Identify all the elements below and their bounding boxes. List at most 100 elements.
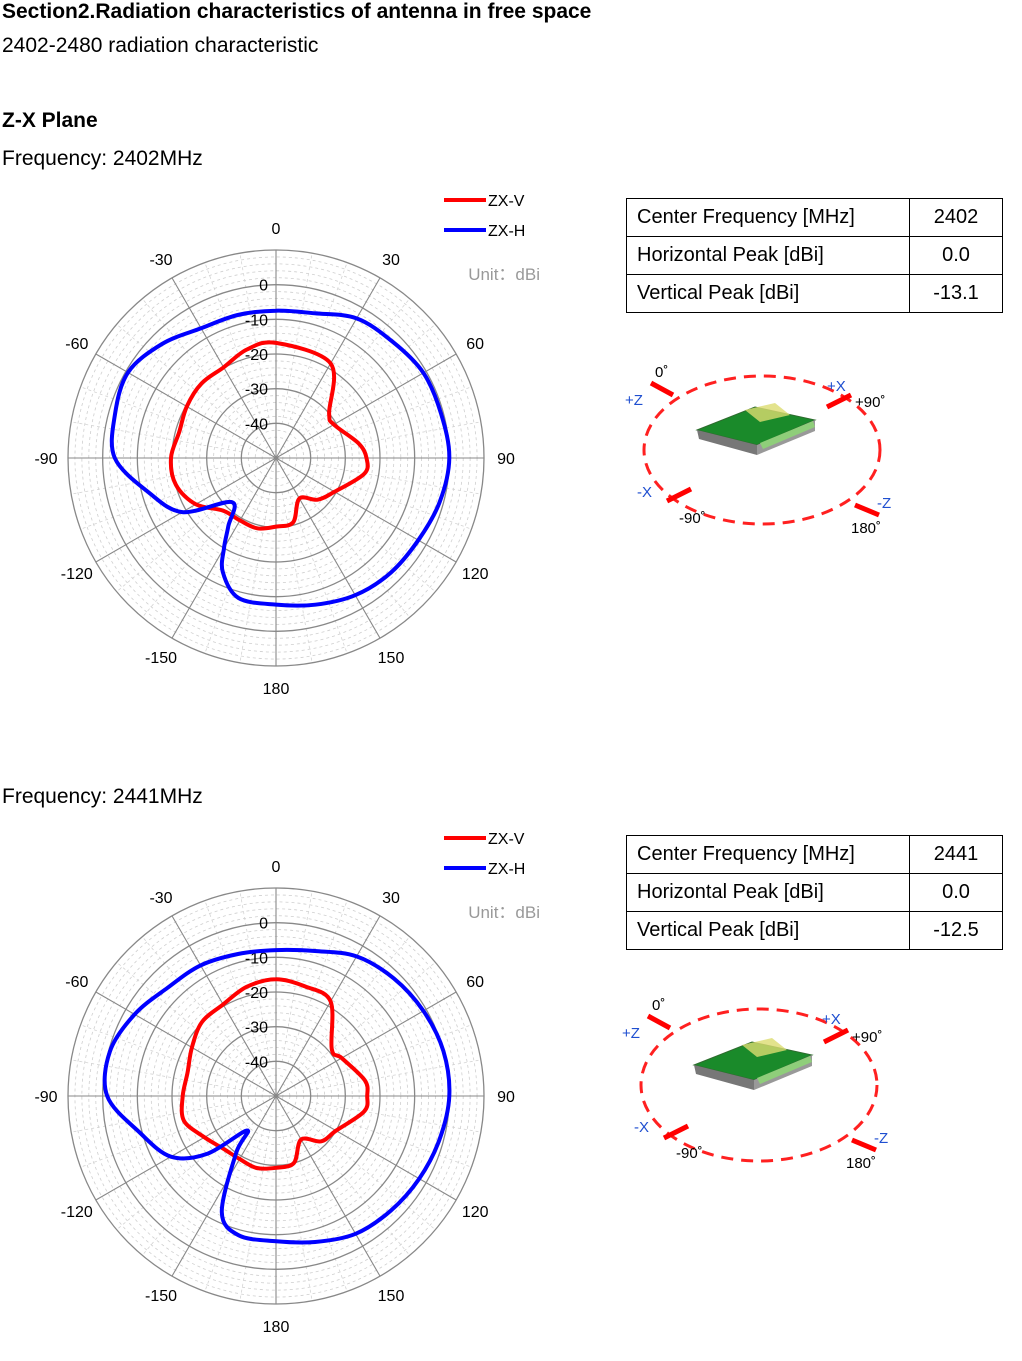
label-0-deg: 0˚ — [655, 364, 668, 381]
label-minus-z: -Z — [877, 495, 891, 512]
grid-spoke — [275, 1095, 381, 1277]
label-minus-x: -X — [637, 484, 652, 501]
minor-spoke — [287, 262, 348, 426]
polar-chart-2402: 0 30 60 90 120 150 180 -150 -120 -90 -60 -30 0 -10 -20… — [34, 193, 540, 698]
info-table-2402: Center Frequency [MHz] 2402 Horizontal P… — [626, 198, 1003, 313]
label-minus-x: -X — [634, 1119, 649, 1136]
minor-spoke — [310, 1101, 481, 1133]
table-cell-label: Horizontal Peak [dBi] — [626, 236, 910, 275]
series-trace-zx-v — [179, 977, 370, 1171]
table-row: Vertical Peak [dBi] -13.1 — [626, 274, 1003, 313]
minor-spoke — [287, 900, 348, 1064]
minor-spoke — [287, 1128, 348, 1292]
minor-spoke — [204, 900, 265, 1064]
angle-tick-label: 120 — [462, 566, 489, 583]
minor-spoke — [116, 323, 250, 437]
orientation-diagram-2402: 0˚ +Z +X +90˚ -X -90˚ -Z 180˚ — [625, 364, 891, 537]
table-row: Vertical Peak [dBi] -12.5 — [626, 911, 1003, 950]
table-cell-label: Center Frequency [MHz] — [626, 198, 910, 237]
minor-spoke — [302, 961, 436, 1075]
table-cell-value: 2402 — [909, 198, 1003, 237]
angle-tick-label: 180 — [263, 1319, 290, 1336]
minor-spoke — [71, 463, 242, 495]
angle-tick-label: -60 — [65, 336, 88, 353]
grid-spoke — [275, 1095, 457, 1201]
angle-tick-label: 150 — [378, 1288, 405, 1305]
label-plus-x: +X — [827, 378, 846, 395]
minor-spoke — [308, 386, 472, 447]
orientation-diagram-2441: 0˚ +Z +X +90˚ -X -90˚ -Z 180˚ — [622, 997, 888, 1172]
series-trace-zx-h — [109, 308, 452, 608]
unit-label: Unit：dBi — [468, 265, 540, 284]
minor-spoke — [239, 891, 271, 1062]
angle-tick-label: -120 — [61, 566, 93, 583]
label-minus-z: -Z — [874, 1130, 888, 1147]
label-90-deg: +90˚ — [852, 1029, 882, 1046]
table-row: Horizontal Peak [dBi] 0.0 — [626, 236, 1003, 275]
minor-spoke — [80, 469, 244, 530]
angle-tick-label: 180 — [263, 681, 290, 698]
minor-spoke — [71, 421, 242, 453]
minor-spoke — [281, 1130, 313, 1301]
label-180-deg: 180˚ — [846, 1155, 876, 1172]
minor-spoke — [80, 1024, 244, 1085]
minor-spoke — [141, 298, 255, 432]
radial-tick-label: -40 — [245, 1054, 268, 1071]
radial-tick-label: -30 — [245, 1020, 268, 1037]
angle-tick-label: -150 — [145, 1288, 177, 1305]
tick-90 — [825, 392, 853, 410]
angle-tick-label: 150 — [378, 650, 405, 667]
legend-label: ZX-V — [488, 193, 525, 210]
radial-tick-label: 0 — [259, 916, 268, 933]
minor-spoke — [80, 1107, 244, 1168]
label-neg90-deg: -90˚ — [676, 1145, 703, 1162]
minor-spoke — [281, 492, 313, 663]
minor-spoke — [302, 1117, 436, 1231]
angle-tick-label: -150 — [145, 650, 177, 667]
angle-tick-label: -90 — [34, 1089, 57, 1106]
label-0-deg: 0˚ — [652, 997, 665, 1014]
minor-spoke — [204, 1128, 265, 1292]
table-row: Center Frequency [MHz] 2441 — [626, 835, 1003, 874]
angle-tick-label: 0 — [272, 221, 281, 238]
series-trace-zx-h — [102, 947, 452, 1245]
minor-spoke — [297, 1122, 411, 1256]
minor-spoke — [297, 484, 411, 618]
radial-tick-label: -40 — [245, 416, 268, 433]
minor-spoke — [302, 479, 436, 593]
table-row: Horizontal Peak [dBi] 0.0 — [626, 873, 1003, 912]
tick-180 — [851, 1137, 877, 1153]
label-90-deg: +90˚ — [855, 394, 885, 411]
minor-spoke — [204, 490, 265, 654]
tick-neg90 — [665, 486, 693, 504]
minor-spoke — [239, 253, 271, 424]
minor-spoke — [116, 479, 250, 593]
radial-tick-label: -20 — [245, 985, 268, 1002]
frequency-label-2441: Frequency: 2441MHz — [2, 785, 203, 808]
grid-spoke — [171, 1095, 277, 1277]
minor-spoke — [141, 1122, 255, 1256]
section-subtitle: 2402-2480 radiation characteristic — [2, 34, 319, 57]
label-plus-z: +Z — [622, 1025, 640, 1042]
radial-tick-label: -30 — [245, 382, 268, 399]
grid-spoke — [275, 277, 381, 459]
info-table-2441: Center Frequency [MHz] 2441 Horizontal P… — [626, 835, 1003, 950]
table-cell-value: -13.1 — [909, 274, 1003, 313]
minor-spoke — [310, 421, 481, 453]
minor-spoke — [71, 1101, 242, 1133]
angle-tick-label: 90 — [497, 451, 515, 468]
minor-spoke — [310, 1059, 481, 1091]
minor-spoke — [302, 323, 436, 437]
polar-chart-2441: 0 30 60 90 120 150 180 -150 -120 -90 -60 -30 0 -10 -20… — [34, 831, 540, 1336]
minor-spoke — [116, 961, 250, 1075]
minor-spoke — [308, 1107, 472, 1168]
tick-180 — [854, 502, 880, 518]
angle-tick-label: 0 — [272, 859, 281, 876]
grid-spoke — [275, 457, 457, 563]
tick-90 — [822, 1027, 850, 1045]
minor-spoke — [308, 1024, 472, 1085]
section-title: Section2.Radiation characteristics of an… — [2, 0, 592, 23]
minor-spoke — [308, 469, 472, 530]
minor-spoke — [281, 891, 313, 1062]
minor-spoke — [281, 253, 313, 424]
